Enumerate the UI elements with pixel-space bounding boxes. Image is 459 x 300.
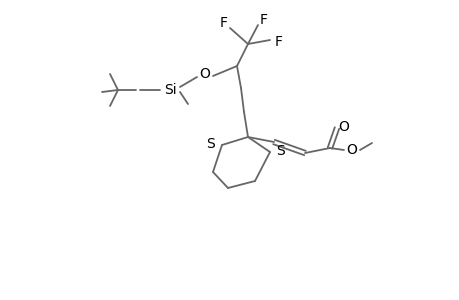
Text: F: F bbox=[219, 16, 228, 30]
Text: Si: Si bbox=[163, 83, 176, 97]
Text: S: S bbox=[206, 137, 215, 151]
Text: F: F bbox=[259, 13, 268, 27]
Text: O: O bbox=[338, 120, 349, 134]
Text: F: F bbox=[274, 35, 282, 49]
Text: S: S bbox=[276, 144, 285, 158]
Text: O: O bbox=[346, 143, 357, 157]
Text: O: O bbox=[199, 67, 210, 81]
